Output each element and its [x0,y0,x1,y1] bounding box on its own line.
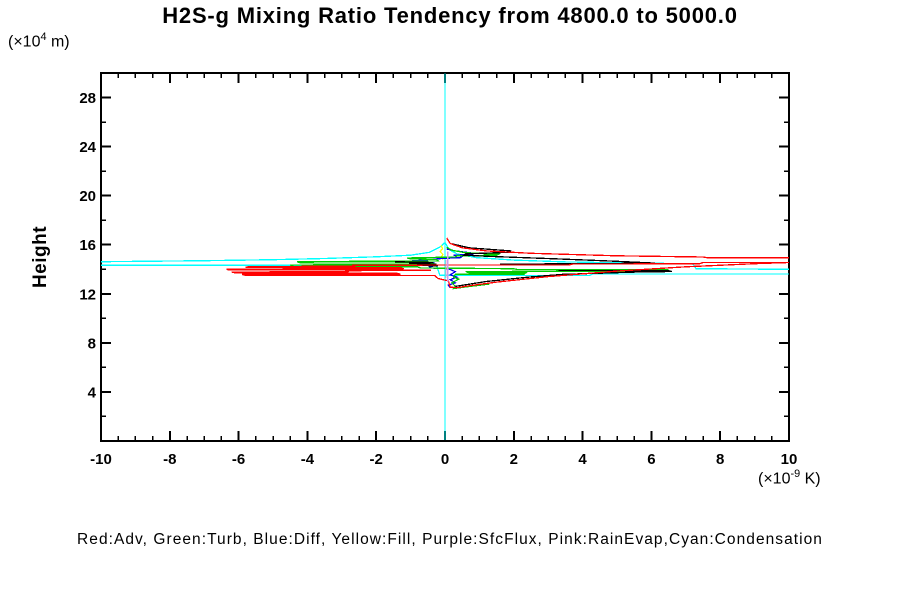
chart-title: H2S-g Mixing Ratio Tendency from 4800.0 … [162,3,738,28]
y-axis-units-exponent: 4 [40,31,47,43]
series-adv-line [446,237,789,259]
y-tick-label: 16 [79,237,96,254]
x-axis-units-prefix: (×10 [758,470,791,488]
x-axis-units: (×10-9 K) [758,468,821,488]
x-tick-label: -10 [90,451,112,468]
x-tick-label: 0 [441,451,449,468]
series-turb-line [289,246,669,290]
y-axis-units-suffix: m) [46,33,70,51]
series-black-line [455,269,673,288]
x-tick-label: 4 [578,451,587,468]
y-tick-label: 28 [79,90,96,107]
series-black-line [451,243,655,265]
y-axis-units: (×104 m) [8,31,70,51]
y-tick-label: 4 [88,384,97,401]
y-tick-label: 24 [79,139,96,156]
y-tick-label: 20 [79,188,96,205]
x-tick-label: 6 [647,451,655,468]
x-tick-label: 8 [716,451,724,468]
y-tick-label: 12 [79,286,96,303]
x-tick-label: -6 [232,451,245,468]
series-adv-line [226,261,790,289]
x-axis-units-exponent: -9 [790,468,801,480]
x-tick-label: -8 [163,451,176,468]
x-tick-label: 2 [510,451,518,468]
legend-text: Red:Adv, Green:Turb, Blue:Diff, Yellow:F… [77,531,823,548]
y-tick-label: 8 [88,335,96,352]
x-tick-label: -2 [370,451,383,468]
x-tick-label: -4 [301,451,315,468]
x-axis-units-suffix: K) [800,470,821,488]
y-axis-units-prefix: (×10 [8,33,41,51]
x-tick-label: 10 [781,451,798,468]
